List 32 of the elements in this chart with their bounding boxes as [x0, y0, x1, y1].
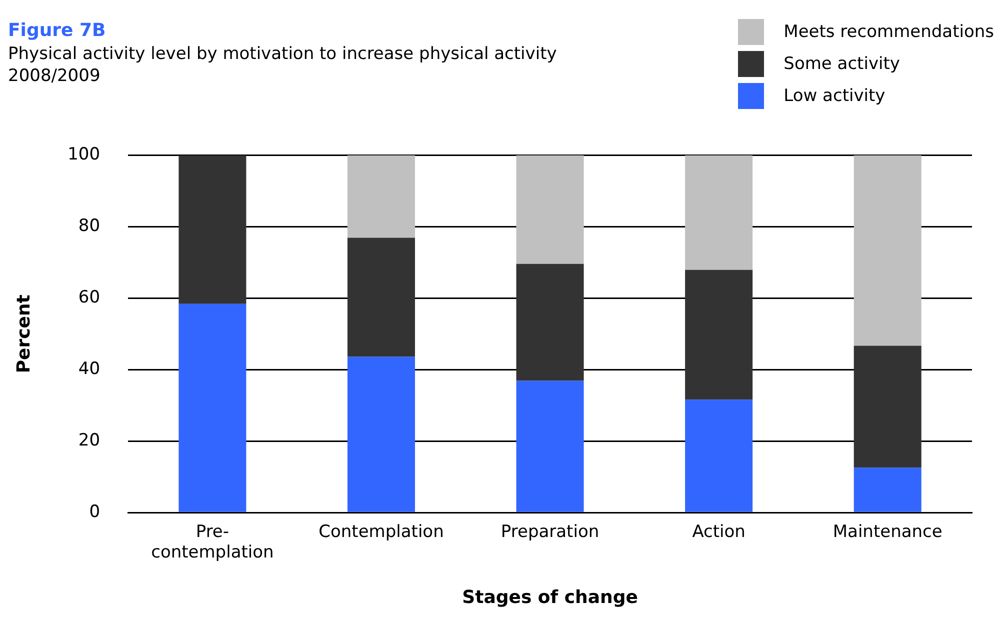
- bar: [516, 380, 584, 512]
- bar: [516, 264, 584, 381]
- bar: [854, 346, 922, 468]
- x-axis-title: Stages of change: [462, 586, 638, 608]
- y-tick-label: 80: [78, 216, 100, 236]
- bar: [347, 238, 415, 357]
- y-axis-title: Percent: [13, 294, 34, 374]
- chart-title: Figure 7B: [8, 20, 107, 41]
- y-tick-label: 20: [78, 430, 100, 451]
- legend-label: Meets recommendations: [784, 22, 994, 42]
- bar: [685, 155, 753, 270]
- chart-subtitle: Physical activity level by motivation to increase physical activity 2008/2009: [8, 43, 557, 87]
- bar: [178, 155, 246, 304]
- x-tick-label: Contemplation: [318, 522, 444, 542]
- x-tick-label: Action: [692, 522, 746, 542]
- bar: [347, 155, 415, 238]
- bar: [178, 304, 246, 512]
- bar: [347, 356, 415, 512]
- x-tick-label: Preparation: [500, 522, 600, 542]
- y-tick-label: 0: [89, 502, 100, 522]
- y-tick-label: 60: [78, 288, 100, 308]
- bar: [854, 468, 922, 512]
- y-tick-label: 100: [68, 144, 100, 165]
- bar: [685, 400, 753, 512]
- y-tick-label: 40: [78, 359, 100, 380]
- bar: [516, 155, 584, 264]
- bar: [685, 270, 753, 400]
- x-tick-label: Pre-contemplation: [151, 522, 274, 563]
- x-tick-label: Maintenance: [832, 522, 942, 542]
- bar: [854, 155, 922, 346]
- legend-label: Low activity: [784, 86, 886, 106]
- legend-label: Some activity: [784, 54, 900, 74]
